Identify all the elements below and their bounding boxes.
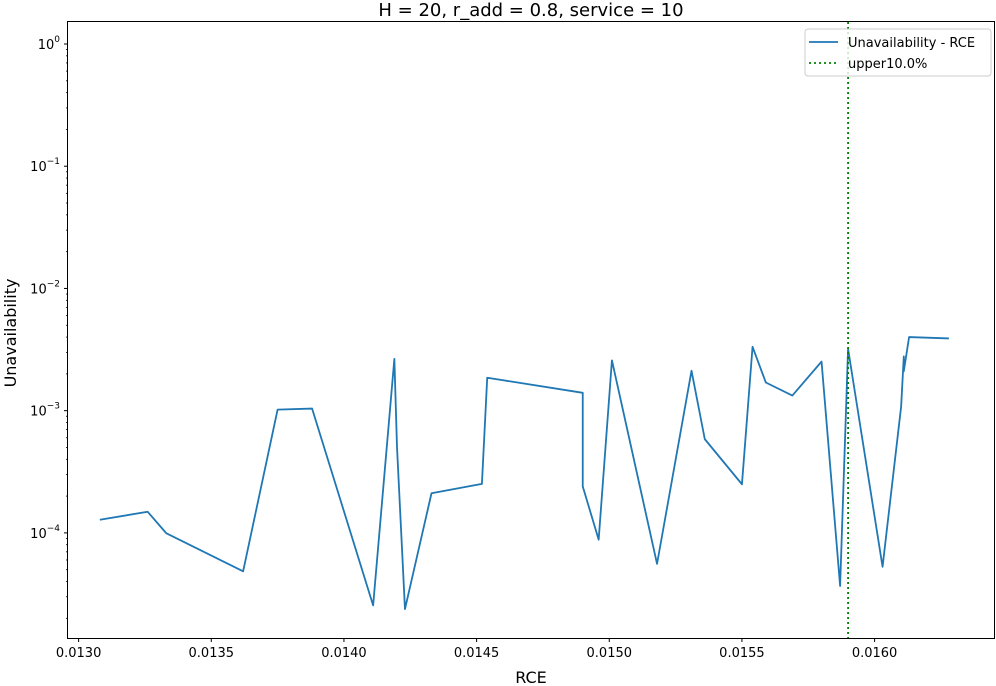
y-tick-base: 10 (30, 282, 47, 297)
y-axis-label: Unavailability (1, 279, 20, 388)
y-tick-label: 10−2 (30, 279, 60, 297)
x-tick-label: 0.0140 (321, 646, 367, 661)
y-tick-label: 100 (38, 35, 61, 53)
x-tick-label: 0.0130 (56, 646, 102, 661)
x-axis-label: RCE (515, 668, 547, 686)
legend-label-vline: upper10.0% (848, 57, 927, 72)
legend-label-series: Unavailability - RCE (848, 36, 975, 51)
x-tick-label: 0.0160 (852, 646, 898, 661)
x-tick-label: 0.0150 (587, 646, 633, 661)
chart-title: H = 20, r_add = 0.8, service = 10 (378, 0, 683, 21)
x-axis: 0.0130 0.0135 0.0140 0.0145 0.0150 0.0155 0.01… (56, 638, 897, 661)
y-tick-exponent: −2 (47, 279, 60, 289)
x-tick-label: 0.0135 (189, 646, 235, 661)
legend: Unavailability - RCE upper10.0% (804, 28, 992, 77)
x-tick-label: 0.0145 (454, 646, 500, 661)
y-tick-base: 10 (30, 527, 47, 542)
legend-box (804, 28, 992, 77)
y-tick-exponent: −4 (47, 524, 61, 534)
plot-area (99, 22, 949, 638)
y-tick-exponent: −1 (47, 157, 60, 167)
series-line-0 (99, 336, 949, 610)
y-tick-label: 10−3 (30, 402, 60, 420)
y-tick-exponent: −3 (47, 402, 60, 412)
y-tick-label: 10−4 (30, 524, 60, 542)
plot-frame (67, 21, 995, 639)
y-tick-base: 10 (30, 405, 47, 420)
y-tick-base: 10 (38, 38, 55, 53)
y-tick-base: 10 (30, 160, 47, 175)
y-tick-exponent: 0 (54, 35, 60, 45)
x-tick-label: 0.0155 (719, 646, 765, 661)
y-tick-label: 10−1 (30, 157, 60, 175)
